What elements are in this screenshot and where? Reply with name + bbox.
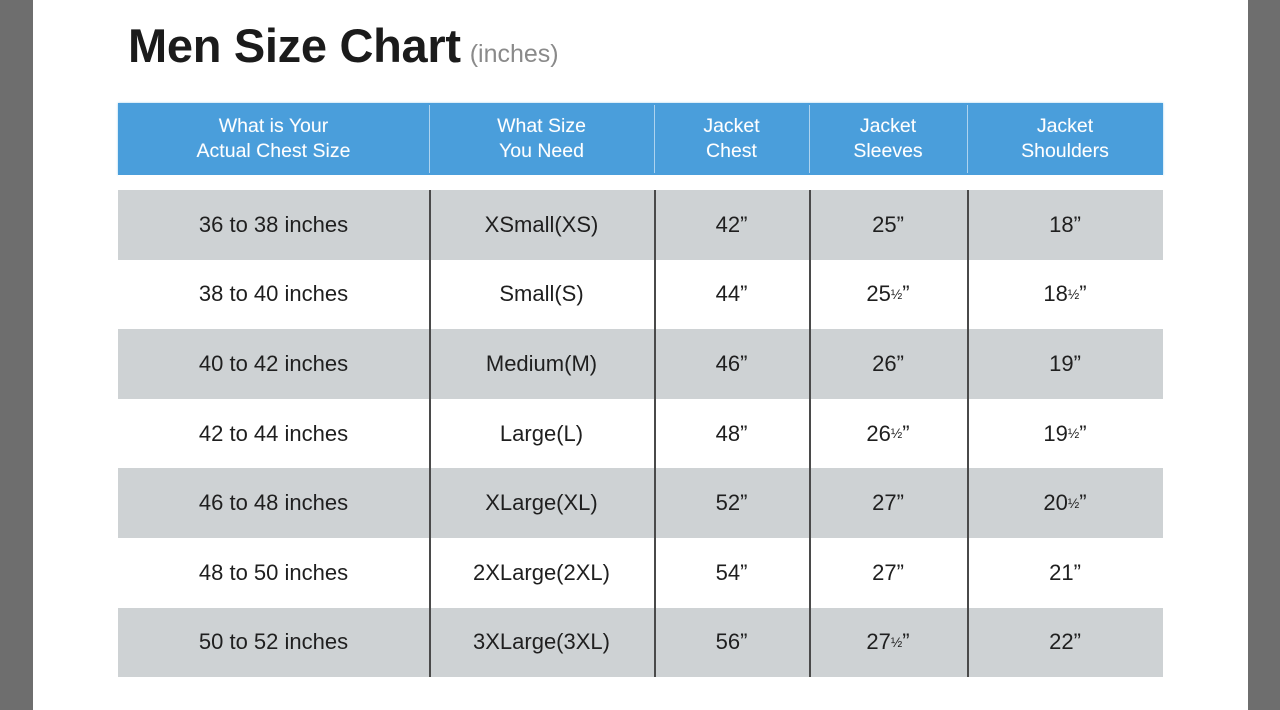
column-header-jacket-chest[interactable]: Jacket Chest [654,103,809,175]
fraction-glyph: ½ [1067,495,1080,511]
cell-actual-chest-size: 40 to 42 inches [198,350,349,376]
cell-jacket-sleeves: 27 ½” [809,607,967,678]
column-header-line2: Actual Chest Size [196,140,351,162]
cell-jacket-chest: 46” [654,329,809,399]
cell-jacket-shoulders: 22” [967,607,1163,678]
cell-jacket-chest: 44” [654,259,809,330]
fraction-glyph: ½ [890,286,903,302]
column-header-line1: Jacket [859,114,917,137]
column-header-line2: Shoulders [1021,140,1109,162]
cell-size-needed: XLarge(XL) [429,468,654,538]
cell-jacket-chest: 52” [654,468,809,538]
slide-canvas: Men Size Chart (inches) What is Your Actu… [33,0,1248,710]
cell-jacket-sleeves: 27” [809,537,967,608]
letterbox-left [0,0,33,710]
table-row[interactable]: 48 to 50 inches 2XLarge(2XL) 54” 27” 21” [118,537,1163,608]
table-row[interactable]: 40 to 42 inches Medium(M) 46” 26” 19” [118,329,1163,399]
cell-jacket-sleeves: 27” [809,468,967,538]
cell-jacket-shoulders: 18” [967,190,1163,260]
column-header-line2: Sleeves [853,140,923,162]
fraction-glyph: ½ [890,634,903,650]
page-title-unit: (inches) [469,40,559,68]
cell-size-needed: Small(S) [429,259,654,330]
header-body-gap [118,175,1163,190]
column-header-jacket-sleeves[interactable]: Jacket Sleeves [809,103,967,175]
column-header-line1: What is Your [218,114,329,137]
cell-jacket-chest: 48” [654,398,809,469]
table-row[interactable]: 42 to 44 inches Large(L) 48” 26 ½” 19 ½” [118,398,1163,469]
column-header-line1: Jacket [703,114,760,137]
cell-jacket-shoulders: 19 ½” [967,398,1163,469]
fraction-glyph: ½ [890,426,903,442]
cell-size-needed: Large(L) [429,398,654,469]
column-header-line1: What Size [497,114,586,137]
cell-size-needed: 3XLarge(3XL) [429,607,654,678]
table-row[interactable]: 36 to 38 inches XSmall(XS) 42” 25” 18” [118,190,1163,260]
cell-jacket-sleeves: 25” [809,190,967,260]
cell-jacket-chest: 56” [654,607,809,678]
column-header-what-size-you-need[interactable]: What Size You Need [429,103,654,175]
table-row[interactable]: 50 to 52 inches 3XLarge(3XL) 56” 27 ½” 22” [118,607,1163,678]
cell-jacket-chest: 42” [654,190,809,260]
cell-actual-chest-size: 46 to 48 inches [198,490,349,516]
column-header-line2: Chest [706,140,757,162]
cell-jacket-shoulders: 18 ½” [967,259,1163,330]
cell-size-needed: XSmall(XS) [429,190,654,260]
table-header-row: What is Your Actual Chest Size What Size Yo… [118,103,1163,175]
table-body: 36 to 38 inches XSmall(XS) 42” 25” 18” 38 to … [118,190,1163,678]
cell-actual-chest-size: 48 to 50 inches [198,559,349,585]
column-header-jacket-shoulders[interactable]: Jacket Shoulders [967,103,1163,175]
column-header-line1: Jacket [1036,114,1094,137]
cell-actual-chest-size: 50 to 52 inches [198,629,349,655]
cell-size-needed: 2XLarge(2XL) [429,537,654,608]
table-row[interactable]: 46 to 48 inches XLarge(XL) 52” 27” 20 ½” [118,468,1163,538]
column-header-line2: You Need [499,140,584,162]
cell-jacket-chest: 54” [654,537,809,608]
page-title: Men Size Chart (inches) [128,18,559,73]
cell-jacket-sleeves: 26” [809,329,967,399]
table-row[interactable]: 38 to 40 inches Small(S) 44” 25 ½” 18 ½” [118,259,1163,330]
cell-jacket-shoulders: 19” [967,329,1163,399]
size-chart-table: What is Your Actual Chest Size What Size Yo… [118,103,1163,678]
column-header-what-is-your-actual-chest-size[interactable]: What is Your Actual Chest Size [118,103,429,175]
cell-jacket-sleeves: 26 ½” [809,398,967,469]
cell-size-needed: Medium(M) [429,329,654,399]
cell-jacket-sleeves: 25 ½” [809,259,967,330]
page-title-main: Men Size Chart [128,19,461,72]
cell-actual-chest-size: 36 to 38 inches [198,211,349,237]
cell-jacket-shoulders: 20 ½” [967,468,1163,538]
cell-actual-chest-size: 42 to 44 inches [198,420,349,446]
fraction-glyph: ½ [1067,426,1080,442]
fraction-glyph: ½ [1067,286,1080,302]
letterbox-right [1248,0,1280,710]
cell-jacket-shoulders: 21” [967,537,1163,608]
cell-actual-chest-size: 38 to 40 inches [198,281,349,307]
